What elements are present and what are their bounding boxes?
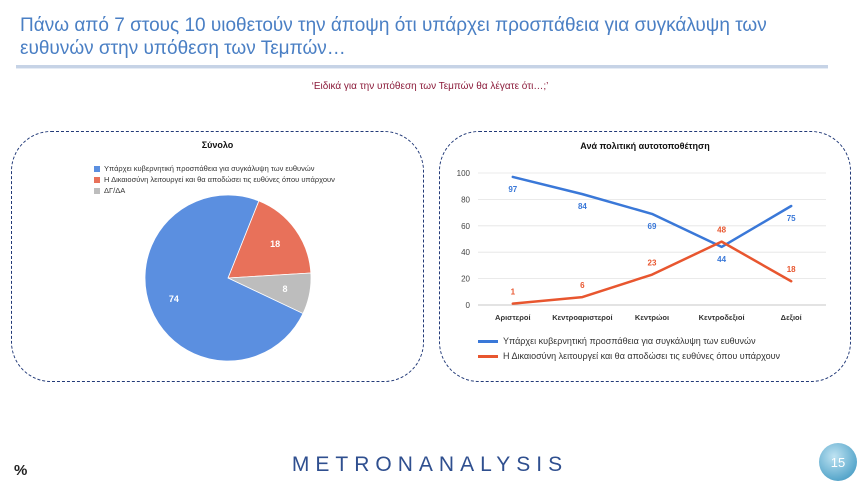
pie-data-label: 18 (270, 239, 280, 249)
data-label: 6 (580, 281, 585, 290)
pie-legend: Υπάρχει κυβερνητική προσπάθεια για συγκά… (94, 163, 335, 196)
y-tick-label: 20 (461, 275, 470, 284)
legend-swatch (94, 176, 100, 183)
legend-line-swatch (478, 340, 498, 343)
data-label: 75 (787, 214, 796, 223)
total-panel: Σύνολο Υπάρχει κυβερνητική προσπάθεια γι… (11, 131, 424, 382)
brand-right: ANALYSIS (418, 453, 569, 476)
series-line (511, 240, 793, 305)
data-label: 97 (508, 185, 517, 194)
data-label: 23 (648, 259, 657, 268)
data-label: 69 (648, 222, 657, 231)
y-tick-label: 100 (457, 169, 471, 178)
title-divider (16, 65, 828, 69)
y-tick-label: 60 (461, 222, 470, 231)
legend-swatch (94, 165, 100, 172)
y-tick-label: 80 (461, 195, 470, 204)
brand-left: METRON (291, 453, 419, 476)
pie-legend-label: Η Δικαιοσύνη λειτουργεί και θα αποδώσει … (104, 175, 335, 184)
pie-slice (144, 194, 304, 362)
line-legend: Υπάρχει κυβερνητική προσπάθεια για συγκά… (478, 334, 780, 364)
line-legend-label: Η Δικαιοσύνη λειτουργεί και θα αποδώσει … (503, 351, 781, 361)
line-legend-label: Υπάρχει κυβερνητική προσπάθεια για συγκά… (503, 336, 756, 346)
pie-data-label: 74 (169, 294, 179, 304)
legend-line-swatch (478, 355, 498, 358)
page-number: 15 (819, 443, 857, 481)
x-tick-label: Κεντροαριστεροί (552, 313, 612, 322)
line-chart-title: Ανά πολιτική αυτοτοποθέτηση (580, 141, 710, 151)
y-tick-label: 0 (466, 301, 471, 310)
x-tick-label: Δεξιοί (781, 313, 802, 322)
page-title: Πάνω από 7 στους 10 υιοθετούν την άποψη … (20, 15, 767, 59)
percent-symbol: % (14, 462, 28, 479)
pie-legend-item: Η Δικαιοσύνη λειτουργεί και θα αποδώσει … (94, 174, 335, 185)
series-line (511, 175, 793, 249)
pie-legend-item: Υπάρχει κυβερνητική προσπάθεια για συγκά… (94, 163, 335, 174)
pie-legend-item: ΔΓ/ΔΑ (94, 185, 335, 196)
legend-swatch (94, 187, 100, 194)
data-label: 48 (717, 226, 726, 235)
x-tick-label: Αριστεροί (495, 313, 530, 322)
pie-title: Σύνολο (201, 140, 234, 150)
x-tick-label: Κεντροδεξιοί (699, 313, 745, 322)
data-label: 44 (717, 255, 726, 264)
pie-legend-label: ΔΓ/ΔΑ (104, 186, 126, 195)
pie-data-label: 8 (283, 284, 288, 294)
survey-question: ‘Ειδικά για την υπόθεση των Τεμπών θα λέ… (311, 81, 549, 92)
brand-logo: METRONANALYSIS (0, 453, 860, 477)
line-legend-item: Η Δικαιοσύνη λειτουργεί και θα αποδώσει … (478, 349, 780, 364)
y-tick-label: 40 (461, 248, 470, 257)
data-label: 84 (578, 202, 587, 211)
by-ideology-panel: Ανά πολιτική αυτοτοποθέτηση Υπάρχει κυβε… (439, 131, 851, 382)
line-legend-item: Υπάρχει κυβερνητική προσπάθεια για συγκά… (478, 334, 780, 349)
pie-slice (227, 200, 312, 279)
data-label: 1 (511, 288, 516, 297)
x-tick-label: Κεντρώοι (635, 313, 669, 322)
pie-legend-label: Υπάρχει κυβερνητική προσπάθεια για συγκά… (104, 164, 315, 173)
data-label: 18 (787, 265, 796, 274)
